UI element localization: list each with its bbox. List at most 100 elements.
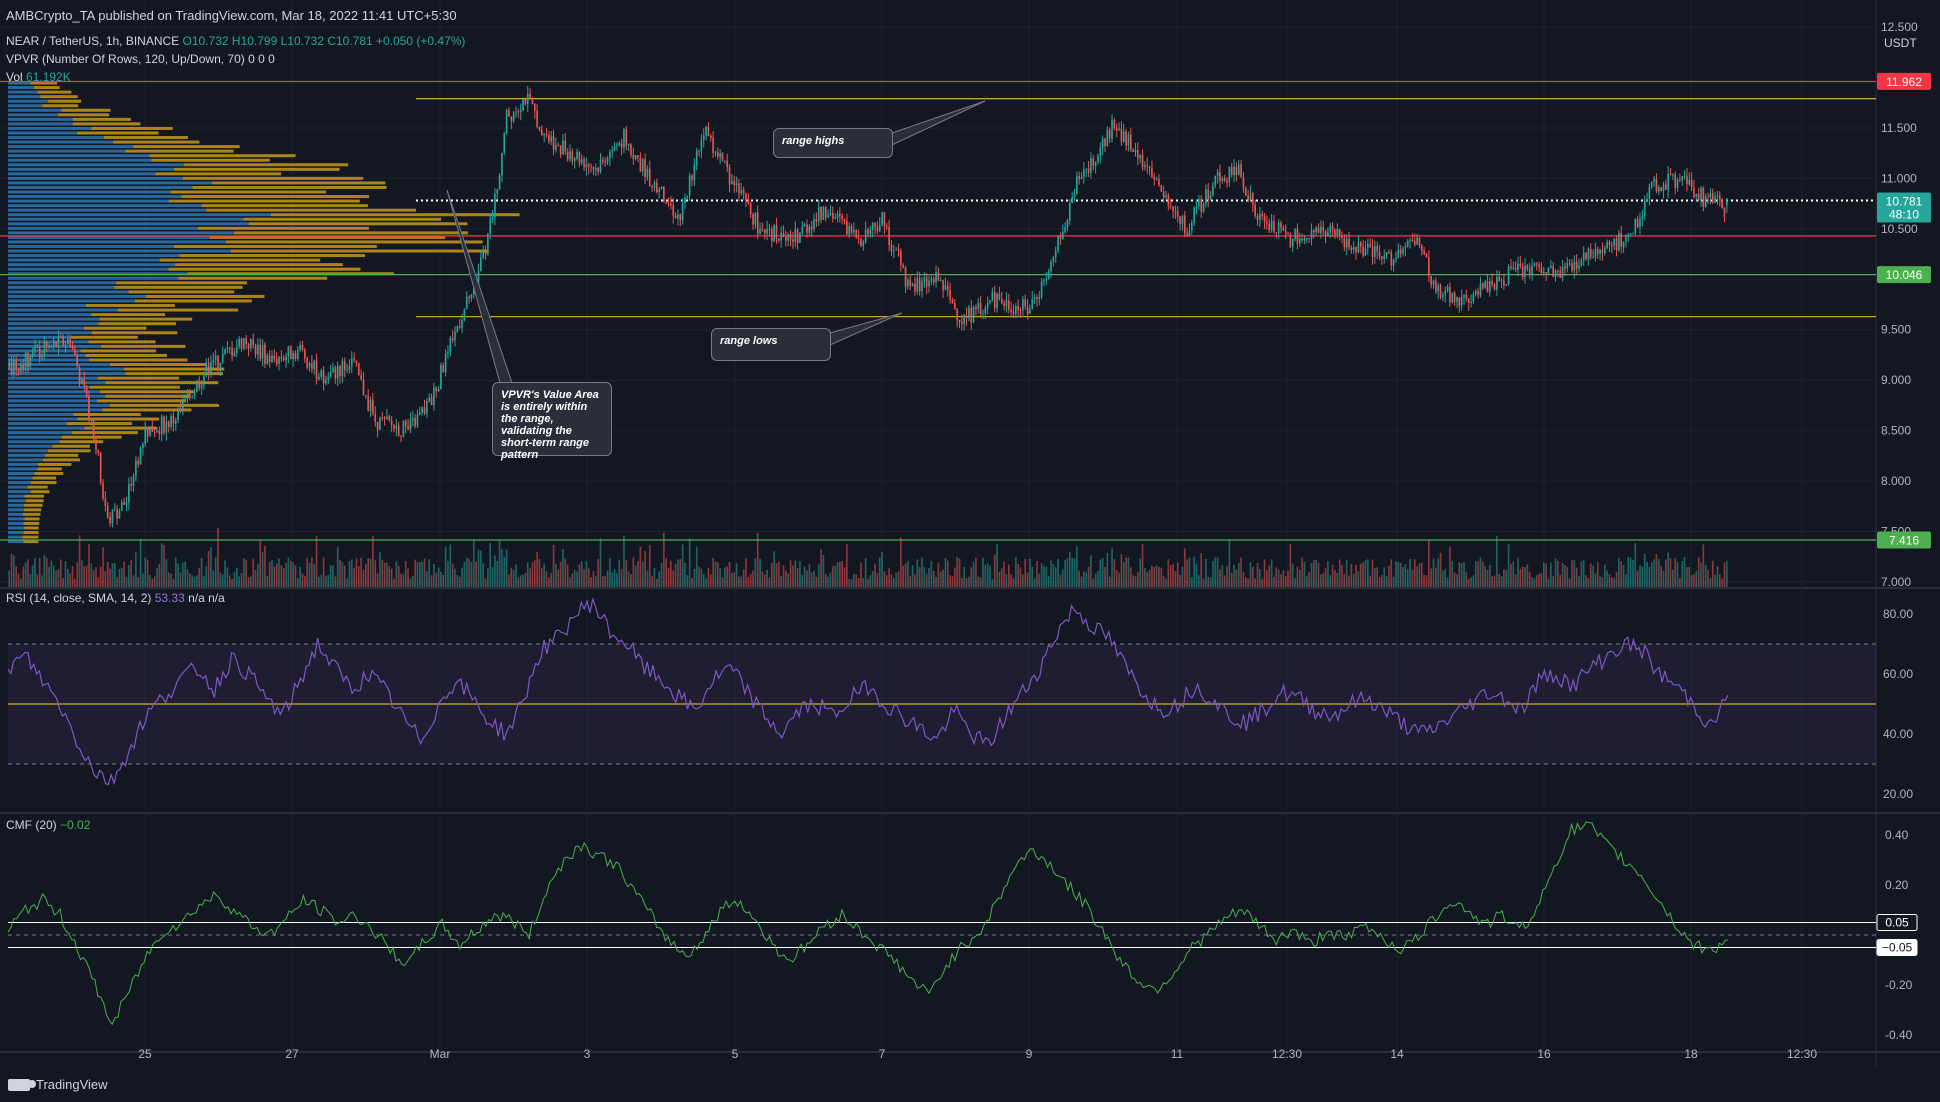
volume-bar <box>815 576 818 587</box>
volume-bar <box>918 567 921 587</box>
candle-body <box>557 145 560 147</box>
candle-body <box>235 346 238 353</box>
vp-down-bar <box>88 340 156 344</box>
vp-up-bar <box>8 276 179 280</box>
candle-body <box>1115 128 1118 131</box>
candle-body <box>174 420 177 424</box>
candle-body <box>1352 247 1355 250</box>
candle-body <box>625 129 628 146</box>
candle-body <box>1535 263 1538 265</box>
candle-body <box>1080 177 1083 180</box>
volume-bar <box>1031 566 1034 587</box>
volume-bar <box>874 564 876 587</box>
range-highs-callout[interactable]: range highs <box>773 128 893 158</box>
volume-bar <box>1533 578 1536 587</box>
vp-down-bar <box>24 503 43 507</box>
candle-body <box>925 277 928 287</box>
volume-bar <box>1608 574 1611 587</box>
volume-bar <box>287 557 290 587</box>
rsi-legend[interactable]: RSI (14, close, SMA, 14, 2) 53.33 n/a n/… <box>6 591 225 605</box>
vp-down-bar <box>91 331 178 335</box>
volume-bar <box>552 544 555 587</box>
volume-bar <box>719 568 721 587</box>
candle-body <box>1313 230 1315 233</box>
volume-bar <box>259 539 262 587</box>
volume-bar <box>1153 567 1156 587</box>
volume-bar <box>280 565 283 587</box>
candle-body <box>644 159 646 178</box>
candle-body <box>1700 188 1702 201</box>
volume-bar <box>775 563 778 587</box>
candle-body <box>1071 197 1073 203</box>
vp-down-bar <box>103 136 188 140</box>
candle-body <box>972 307 975 323</box>
volume-bar <box>982 557 984 587</box>
candle-body <box>289 346 292 360</box>
volume-bar <box>1057 558 1059 587</box>
candle-body <box>128 483 130 503</box>
candle-body <box>294 352 297 359</box>
volume-bar <box>848 578 851 587</box>
candle-body <box>738 183 740 194</box>
vp-down-bar <box>23 531 39 535</box>
volume-bar <box>1040 563 1043 587</box>
vpvr-legend[interactable]: VPVR (Number Of Rows, 120, Up/Down, 70) … <box>6 52 275 66</box>
candle-body <box>634 155 637 160</box>
volume-bar <box>1127 557 1130 587</box>
vpvr-note-callout[interactable]: VPVR's Value Area is entirely within the… <box>492 382 612 461</box>
volume-bar <box>1071 557 1073 587</box>
tradingview-logo[interactable]: TradingView <box>8 1077 108 1092</box>
volume-bar <box>914 574 916 587</box>
candle-body <box>271 355 273 362</box>
volume-bar <box>480 550 482 587</box>
volume-bar <box>1646 561 1648 587</box>
candle-body <box>1582 252 1585 261</box>
volume-bar <box>243 558 245 587</box>
candle-body <box>1240 164 1242 178</box>
candle-body <box>562 140 564 155</box>
candle-body <box>1026 306 1029 314</box>
volume-bar <box>1587 578 1590 587</box>
price-axis[interactable]: 25 27 Mar 3 5 7 9 11 12:30 14 16 18 12:3012.50011.50… <box>138 20 1931 1061</box>
symbol-legend[interactable]: NEAR / TetherUS, 1h, BINANCE O10.732 H10… <box>6 34 465 48</box>
candle-body <box>857 237 860 239</box>
volume-bar <box>651 575 653 587</box>
volume-bar <box>1620 561 1623 587</box>
candle-body <box>709 135 712 138</box>
volume-bar <box>1655 554 1658 587</box>
volume-bar <box>362 569 365 587</box>
candle-body <box>252 338 255 346</box>
candle-body <box>1033 297 1036 299</box>
volume-bar <box>1559 574 1562 587</box>
candle-body <box>996 294 998 309</box>
volume-bar <box>632 557 635 587</box>
candle-body <box>1111 119 1113 139</box>
candle-body <box>1542 272 1545 274</box>
vp-up-bar <box>8 503 25 507</box>
candle-body <box>247 344 250 349</box>
range-lows-callout[interactable]: range lows <box>711 328 831 361</box>
price-tick-label: 11.500 <box>1881 121 1917 135</box>
candle-body <box>620 143 623 148</box>
cmf-label-text: 0.05 <box>1885 916 1909 930</box>
cmf-legend[interactable]: CMF (20) −0.02 <box>6 818 90 832</box>
candle-body <box>1141 154 1144 168</box>
vp-down-bar <box>270 213 520 217</box>
vp-down-bar <box>38 462 72 466</box>
candle-body <box>130 483 133 486</box>
volume-bar <box>1606 570 1608 587</box>
volume-bar <box>961 577 963 587</box>
volume-legend[interactable]: Vol 61.192K <box>6 70 71 84</box>
volume-bar <box>381 559 384 587</box>
volume-bar <box>738 576 740 587</box>
candle-body <box>1228 166 1231 183</box>
candle-body <box>1486 281 1489 293</box>
candles[interactable] <box>8 86 1728 528</box>
vp-down-bar <box>230 249 489 253</box>
candle-body <box>306 358 309 368</box>
candle-body <box>418 412 421 415</box>
vp-up-bar <box>8 517 25 521</box>
candle-body <box>90 419 93 421</box>
candle-body <box>1221 178 1224 181</box>
